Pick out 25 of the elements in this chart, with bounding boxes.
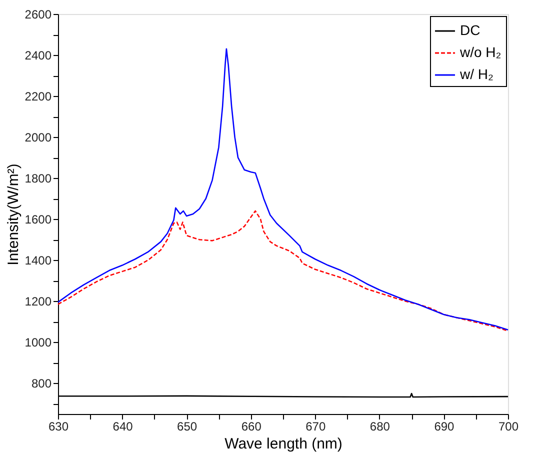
x-tick-label: 650 — [177, 420, 198, 434]
y-tick-label: 2400 — [24, 48, 52, 63]
x-tick-label: 670 — [306, 420, 326, 434]
x-tick-label: 680 — [370, 420, 390, 434]
x-tick-label: 690 — [434, 420, 455, 434]
y-tick-label: 1600 — [24, 212, 52, 227]
y-tick-label: 2200 — [24, 90, 52, 104]
y-tick-label: 800 — [31, 376, 52, 391]
legend-label: DC — [460, 22, 480, 38]
y-tick-label: 1400 — [24, 254, 52, 268]
y-tick-label: 2600 — [24, 8, 52, 22]
x-tick-label: 640 — [112, 420, 134, 434]
x-axis-title: Wave length (nm) — [224, 436, 342, 452]
y-tick-label: 1200 — [24, 294, 52, 309]
legend-label: w/o H₂ — [459, 44, 502, 60]
x-tick-label: 660 — [241, 420, 262, 434]
line-series — [57, 210, 509, 332]
y-tick-label: 1800 — [24, 172, 52, 186]
x-tick-label: 630 — [48, 420, 69, 434]
y-axis-title: Intensity(W/m²) — [4, 164, 22, 266]
x-tick-label: 700 — [498, 420, 519, 434]
legend-label: w/ H₂ — [459, 66, 494, 82]
y-tick-label: 1000 — [24, 336, 52, 350]
line-series — [57, 48, 509, 331]
y-tick-label: 2000 — [24, 130, 52, 145]
